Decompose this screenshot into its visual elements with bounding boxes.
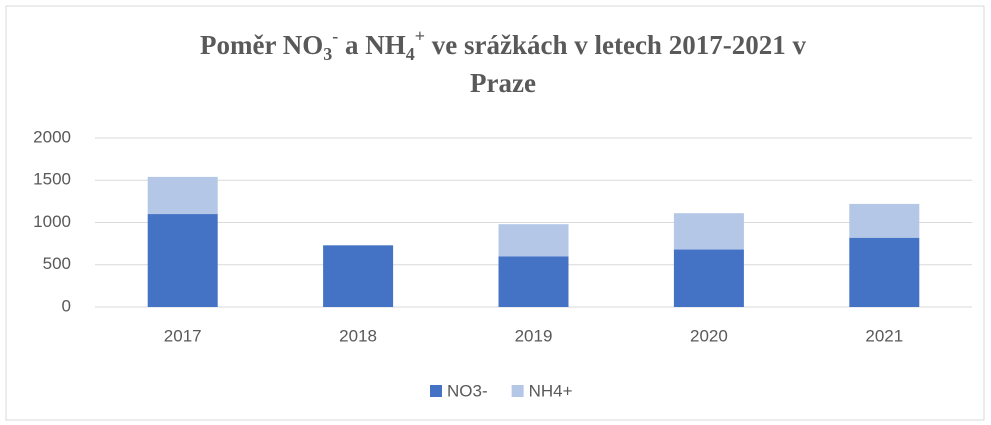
y-tick-label: 2000 xyxy=(33,127,71,146)
y-tick-label: 0 xyxy=(62,296,71,315)
chart-title: Praze xyxy=(470,68,536,98)
x-tick-label: 2020 xyxy=(690,326,728,345)
x-tick-label: 2019 xyxy=(515,326,553,345)
title-part: Poměr NO xyxy=(200,30,323,60)
bar-segment xyxy=(673,213,744,250)
x-tick-label: 2017 xyxy=(164,326,202,345)
bar-segment xyxy=(147,176,218,215)
legend-label: NH4+ xyxy=(529,381,573,400)
chart-title: Poměr NO3- a NH4+ ve srážkách v letech 2… xyxy=(200,26,806,64)
bar-segment xyxy=(849,203,920,238)
bar-segment xyxy=(498,224,569,257)
title-part: ve srážkách v letech 2017-2021 v xyxy=(425,30,806,60)
bar-segment xyxy=(323,245,394,307)
title-superscript: - xyxy=(332,26,338,46)
bar-segment xyxy=(849,237,920,307)
legend-label: NO3- xyxy=(447,381,488,400)
title-superscript: + xyxy=(415,26,425,46)
bar-segment xyxy=(673,249,744,307)
legend-swatch xyxy=(511,385,524,397)
y-tick-label: 1500 xyxy=(33,170,71,189)
title-subscript: 3 xyxy=(323,44,332,64)
y-tick-label: 1000 xyxy=(33,212,71,231)
legend-swatch xyxy=(430,385,442,397)
title-part: a NH xyxy=(338,30,406,60)
bar-segment xyxy=(498,256,569,307)
x-tick-label: 2021 xyxy=(865,326,903,345)
x-tick-label: 2018 xyxy=(339,326,377,345)
y-tick-label: 500 xyxy=(43,254,71,273)
bar-segment xyxy=(147,214,218,307)
title-subscript: 4 xyxy=(406,44,415,64)
